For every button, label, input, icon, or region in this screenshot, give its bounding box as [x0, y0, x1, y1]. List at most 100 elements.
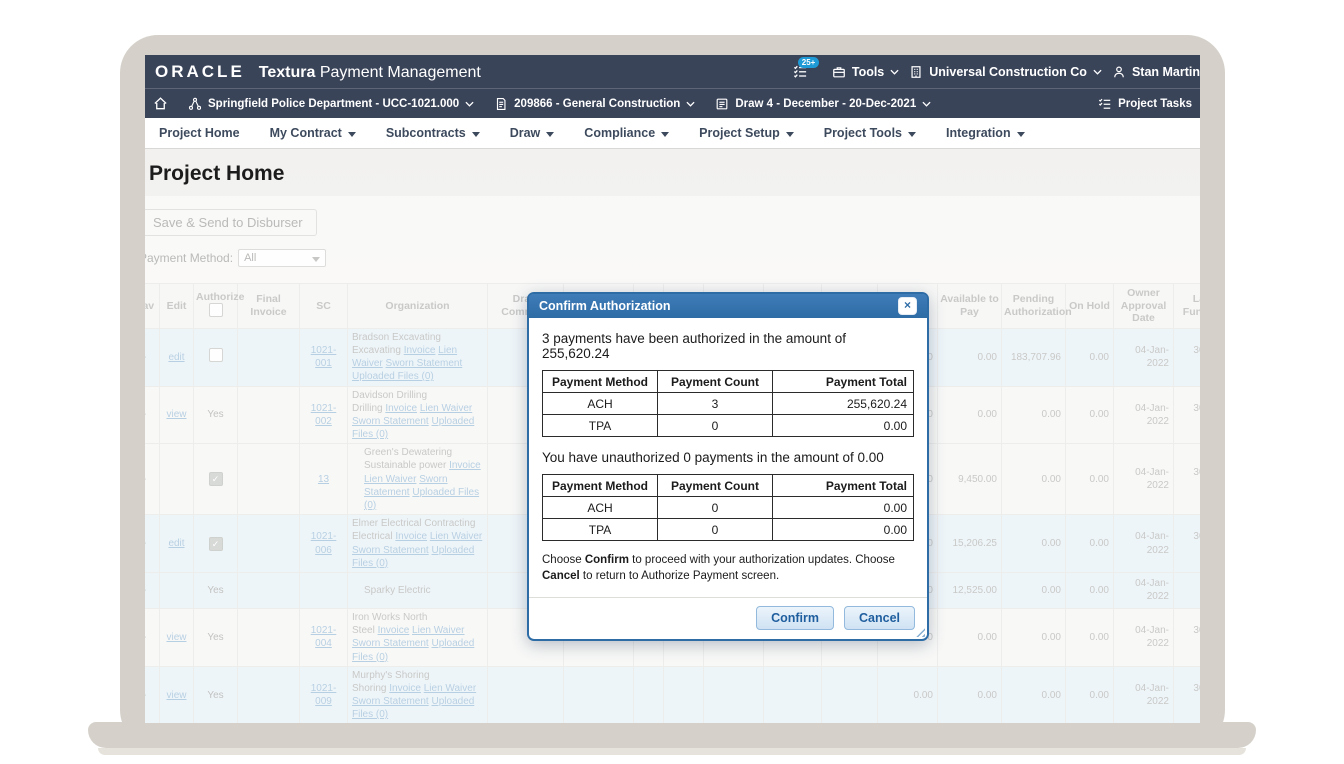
- menu-compliance[interactable]: Compliance: [584, 126, 670, 140]
- draw-selector[interactable]: Draw 4 - December - 20-Dec-2021: [715, 97, 931, 111]
- document-link[interactable]: Sworn Statement: [352, 415, 429, 427]
- menu-project-setup[interactable]: Project Setup: [699, 126, 794, 140]
- save-send-disburser-button[interactable]: Save & Send to Disburser: [145, 209, 317, 236]
- document-link[interactable]: Lien Waiver: [412, 625, 465, 637]
- edit-link[interactable]: edit: [168, 538, 185, 549]
- column-header-on-hold: On Hold: [1065, 283, 1114, 329]
- contract-selector[interactable]: 209866 - General Construction: [494, 97, 695, 111]
- edit-link[interactable]: edit: [168, 351, 185, 363]
- confirm-button[interactable]: Confirm: [756, 606, 834, 630]
- pending-authorization-cell: 0.00: [1001, 385, 1066, 445]
- organization-name: Green's Dewatering: [364, 447, 453, 459]
- authorize-cell: Yes: [193, 607, 238, 667]
- document-link[interactable]: Invoice: [395, 531, 428, 543]
- top-bar-right: 25+ Tools Universal Construction Co: [793, 57, 1200, 79]
- authorize-checkbox[interactable]: [208, 348, 223, 363]
- confirm-authorization-dialog: Confirm Authorization × 3 payments have …: [527, 292, 929, 641]
- available-to-pay-cell: 0.00: [937, 327, 1002, 387]
- document-link[interactable]: Sworn Statement: [352, 544, 429, 556]
- on-hold-cell: 0.00: [1065, 385, 1114, 445]
- menu-project-tools[interactable]: Project Tools: [824, 126, 916, 140]
- document-link[interactable]: Lien Waiver: [429, 531, 483, 543]
- document-link[interactable]: Lien Waiver: [423, 682, 477, 694]
- menu-subcontracts[interactable]: Subcontracts: [386, 126, 480, 140]
- payment-amount-cell: [763, 665, 822, 723]
- owner-approval-date-cell: 04-Jan-2022: [1113, 443, 1174, 516]
- pending-authorization-cell: 0.00: [1001, 571, 1066, 609]
- document-link[interactable]: Invoice: [449, 460, 481, 472]
- funded-cell: 0.00: [877, 665, 938, 723]
- sc-number-link[interactable]: 1021-009: [310, 682, 337, 708]
- organization-name: Davidson Drilling: [352, 389, 428, 401]
- document-link[interactable]: Sworn Statement: [352, 696, 429, 708]
- payment-method-cell: [663, 665, 704, 723]
- paid-cell: [821, 665, 878, 723]
- project-tasks-link[interactable]: Project Tasks: [1098, 97, 1192, 111]
- menu-project-home[interactable]: Project Home: [159, 126, 240, 140]
- document-link[interactable]: Uploaded Files (0): [352, 371, 434, 383]
- on-hold-cell: 0.00: [1065, 665, 1114, 723]
- nav-cell: -: [145, 443, 160, 516]
- hierarchy-icon: [188, 97, 202, 111]
- sc-number-link[interactable]: 13: [317, 473, 330, 485]
- last-funding-cell: [1173, 571, 1200, 609]
- document-link[interactable]: Invoice: [403, 344, 436, 356]
- project-selector[interactable]: Springfield Police Department - UCC-1021…: [188, 97, 474, 111]
- menu-draw[interactable]: Draw: [510, 126, 555, 140]
- unauthorized-payments-table: Payment Method Payment Count Payment Total…: [542, 474, 914, 541]
- organization-cell: Murphy's Shoring Shoring Invoice Lien Wai…: [347, 665, 488, 723]
- sc-number-link[interactable]: 1021-006: [310, 531, 337, 556]
- document-link[interactable]: Lien Waiver: [364, 473, 417, 485]
- close-icon[interactable]: ×: [898, 297, 917, 315]
- document-link[interactable]: Sworn Statement: [352, 638, 429, 650]
- menu-integration[interactable]: Integration: [946, 126, 1025, 140]
- menu-my-contract[interactable]: My Contract: [270, 126, 356, 140]
- tools-menu[interactable]: Tools: [832, 65, 899, 79]
- final-invoice-cell: [237, 607, 300, 667]
- payment-method-cell: ACH: [542, 392, 658, 415]
- authorize-checkbox[interactable]: ✓: [208, 472, 223, 487]
- cancel-button[interactable]: Cancel: [844, 606, 915, 630]
- resize-handle-icon[interactable]: [915, 627, 925, 637]
- home-icon[interactable]: [153, 96, 168, 111]
- document-link[interactable]: Sworn Statement: [385, 358, 463, 370]
- organization-links: Drilling Invoice Lien Waiver Sworn State…: [352, 402, 475, 441]
- nav-cell: -: [145, 385, 160, 445]
- document-link[interactable]: Invoice: [389, 682, 421, 694]
- sc-number-link[interactable]: 1021-004: [310, 625, 337, 650]
- authorized-summary: 3 payments have been authorized in the a…: [542, 331, 846, 361]
- payment-table-header: Payment Method: [542, 370, 658, 393]
- view-link[interactable]: view: [166, 689, 187, 701]
- company-menu[interactable]: Universal Construction Co: [909, 65, 1102, 79]
- authorize-all-checkbox[interactable]: [208, 303, 223, 318]
- sc-cell: 1021-002: [299, 385, 348, 445]
- sc-number-link[interactable]: 1021-001: [310, 344, 337, 370]
- document-link[interactable]: Lien Waiver: [419, 402, 473, 414]
- edit-cell: view: [159, 665, 194, 723]
- authorize-checkbox[interactable]: ✓: [208, 536, 223, 551]
- payment-method-select[interactable]: All: [238, 249, 327, 267]
- sc-number-link[interactable]: 1021-002: [310, 402, 337, 427]
- organization-cell: Davidson Drilling Drilling Invoice Lien W…: [347, 385, 488, 445]
- document-link[interactable]: Invoice: [377, 625, 410, 637]
- sc-cell: [299, 571, 348, 609]
- user-menu[interactable]: Stan Martin: [1112, 65, 1200, 79]
- available-to-pay-cell: 9,450.00: [937, 443, 1002, 516]
- document-link[interactable]: Invoice: [385, 402, 418, 414]
- device-base-shadow: [98, 748, 1246, 755]
- owner-approval-date-cell: 04-Jan-2022: [1113, 327, 1174, 387]
- organization-cell: Sparky Electric: [347, 571, 488, 609]
- authorized-payments-table: Payment Method Payment Count Payment Total…: [542, 370, 914, 437]
- sc-cell: 13: [299, 443, 348, 516]
- payment-table-header: Payment Method: [542, 474, 658, 497]
- edit-cell: edit: [159, 514, 194, 573]
- final-invoice-cell: [237, 443, 300, 516]
- page-title: Project Home: [149, 162, 285, 185]
- organization-name: Sparky Electric: [364, 584, 431, 596]
- owner-approval-date-cell: 04-Jan-2022: [1113, 385, 1174, 445]
- briefcase-icon: [832, 65, 846, 79]
- column-header-organization: Organization: [347, 283, 488, 329]
- view-link[interactable]: view: [166, 409, 187, 421]
- view-link[interactable]: view: [166, 631, 187, 643]
- tasks-notification-button[interactable]: 25+: [793, 57, 819, 79]
